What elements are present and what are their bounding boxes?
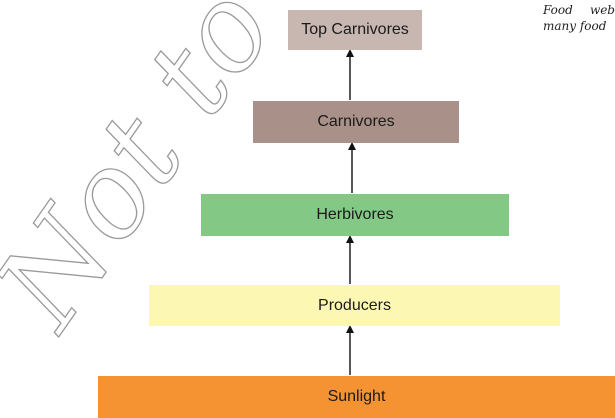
level-top-carnivores: Top Carnivores — [288, 10, 422, 50]
level-herbivores: Herbivores — [201, 194, 509, 236]
side-note: Food web many food — [543, 2, 615, 34]
side-note-line-1: Food web — [543, 2, 615, 18]
level-producers: Producers — [149, 285, 560, 326]
side-note-word: web — [589, 3, 615, 17]
level-sunlight: Sunlight — [98, 376, 615, 418]
level-carnivores: Carnivores — [253, 101, 459, 143]
side-note-word: Food — [543, 3, 573, 17]
side-note-line-2: many food — [543, 19, 607, 33]
